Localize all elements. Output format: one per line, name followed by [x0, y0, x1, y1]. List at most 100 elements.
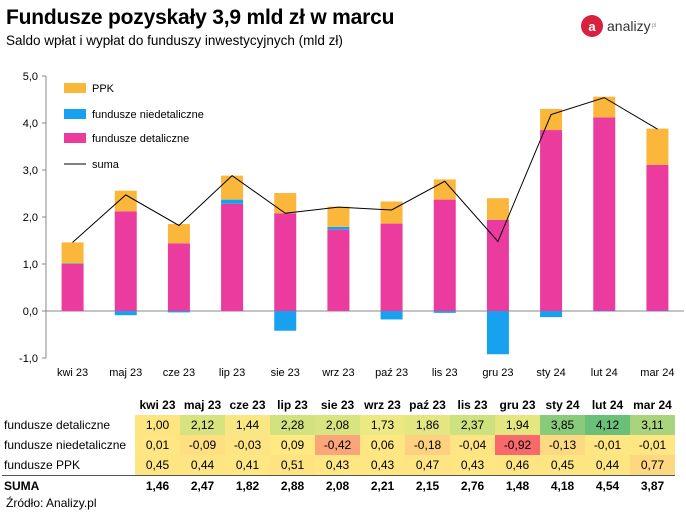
table-cell: -0,01: [630, 435, 675, 455]
y-tick-label: 3,0: [23, 165, 38, 177]
table-cell: -0,42: [315, 435, 360, 455]
suma-line: [72, 97, 658, 243]
table-cell: -0,13: [540, 435, 585, 455]
source-note: Źródło: Analizy.pl: [6, 496, 97, 510]
page-title: Fundusze pozyskały 3,9 mld zł w marcu: [6, 6, 395, 29]
table-cell: -0,18: [405, 435, 450, 455]
bar-segment: [167, 224, 190, 244]
table-header-cell: sie 23: [320, 398, 355, 412]
logo-mark-icon: a: [581, 15, 603, 37]
table-cell: -0,92: [495, 435, 540, 455]
legend-swatch: [64, 133, 86, 143]
bar-segment: [114, 190, 137, 212]
bar-segment: [486, 219, 509, 311]
bar-segment: [486, 198, 509, 220]
bar-segment: [221, 203, 244, 311]
row-label: fundusze detaliczne: [4, 418, 111, 432]
bar-segment: [540, 130, 563, 311]
table-header-cell: paź 23: [409, 398, 446, 412]
x-tick-label: maj 23: [109, 367, 142, 379]
sum-cell: 2,15: [405, 475, 450, 496]
sum-cell: 2,08: [315, 475, 360, 496]
table-header-cell: kwi 23: [139, 398, 176, 412]
bar-segment: [167, 243, 190, 311]
table-header-cell: maj 23: [183, 398, 222, 412]
x-tick-label: gru 23: [482, 367, 513, 379]
logo-text: analizy: [607, 18, 651, 34]
bar-segment: [380, 223, 403, 311]
row-label: fundusze PPK: [4, 458, 81, 472]
sum-cell: 1,82: [225, 475, 270, 496]
table-cell: 2,12: [180, 415, 225, 435]
x-tick-label: sty 24: [536, 367, 565, 379]
table-cell: 0,47: [405, 455, 450, 476]
table-cell: 3,85: [540, 415, 585, 435]
bar-segment: [593, 96, 616, 118]
table-cell: 0,43: [315, 455, 360, 476]
table-cell: 4,12: [585, 415, 630, 435]
table-cell: 0,43: [450, 455, 495, 476]
table-cell: 0,45: [135, 455, 180, 476]
sum-cell: 1,46: [135, 475, 180, 496]
bar-segment: [593, 311, 616, 312]
x-tick-label: cze 23: [163, 367, 195, 379]
bar-segment: [433, 199, 456, 311]
table-row: fundusze PPK 0,45 0,44 0,41 0,51 0,43 0,43 0,47…: [2, 455, 675, 476]
sum-cell: 2,21: [360, 475, 405, 496]
table-cell: 0,43: [360, 455, 405, 476]
table-row: fundusze niedetaliczne 0,01 -0,09 -0,03 0,09…: [2, 435, 675, 455]
bar-segment: [540, 108, 563, 131]
bar-segment: [274, 193, 297, 214]
table-cell: -0,01: [585, 435, 630, 455]
table-cell: 0,44: [180, 455, 225, 476]
table-cell: 0,09: [270, 435, 315, 455]
table-header-cell: cze 23: [229, 398, 266, 412]
y-tick-label: 1,0: [23, 259, 38, 271]
table-header-cell: gru 23: [499, 398, 536, 412]
sum-row: SUMA 1,46 2,47 1,82 2,88 2,08 2,21 2,15 2,76 1,48…: [2, 475, 675, 496]
table-cell: 3,11: [630, 415, 675, 435]
table-cell: 1,86: [405, 415, 450, 435]
table-cell: 0,46: [495, 455, 540, 476]
bar-segment: [380, 311, 403, 320]
sum-cell: 3,87: [630, 475, 675, 496]
bar-segment: [61, 263, 84, 265]
analizy-logo: a analizy pl: [581, 13, 656, 39]
x-tick-label: lis 23: [432, 367, 458, 379]
sum-cell: 1,48: [495, 475, 540, 496]
legend-label: PPK: [92, 83, 115, 95]
bar-segment: [433, 311, 456, 313]
table-header-cell: lis 23: [457, 398, 488, 412]
table-cell: 2,28: [270, 415, 315, 435]
table-header-cell: mar 24: [633, 398, 672, 412]
bar-segment: [274, 311, 297, 331]
sum-cell: 4,18: [540, 475, 585, 496]
y-tick-label: -1,0: [19, 353, 38, 365]
legend-label: fundusze detaliczne: [92, 133, 189, 145]
table-cell: 0,01: [135, 435, 180, 455]
table-cell: 1,44: [225, 415, 270, 435]
x-tick-label: lip 23: [219, 367, 245, 379]
sum-cell: 2,76: [450, 475, 495, 496]
table-header-cell: sty 24: [545, 398, 580, 412]
table-cell: 0,44: [585, 455, 630, 476]
table-header-cell: lip 23: [277, 398, 308, 412]
sum-cell: 4,54: [585, 475, 630, 496]
page-subtitle: Saldo wpłat i wypłat do funduszy inwesty…: [6, 33, 343, 48]
bar-segment: [114, 311, 137, 316]
table-cell: 1,94: [495, 415, 540, 435]
table-cell: 1,73: [360, 415, 405, 435]
data-table: kwi 23 maj 23 cze 23 lip 23 sie 23 wrz 23 paź …: [2, 395, 675, 496]
bar-segment: [327, 229, 350, 311]
table-cell: 2,37: [450, 415, 495, 435]
x-tick-label: paź 23: [375, 367, 408, 379]
table-corner: [2, 395, 135, 415]
bar-segment: [327, 206, 350, 227]
x-tick-label: wrz 23: [321, 367, 354, 379]
bar-segment: [221, 199, 244, 204]
table-cell: 2,08: [315, 415, 360, 435]
logo-superscript: pl: [651, 23, 657, 29]
table-header-cell: wrz 23: [364, 398, 401, 412]
table-cell: -0,04: [450, 435, 495, 455]
bar-segment: [486, 311, 509, 355]
